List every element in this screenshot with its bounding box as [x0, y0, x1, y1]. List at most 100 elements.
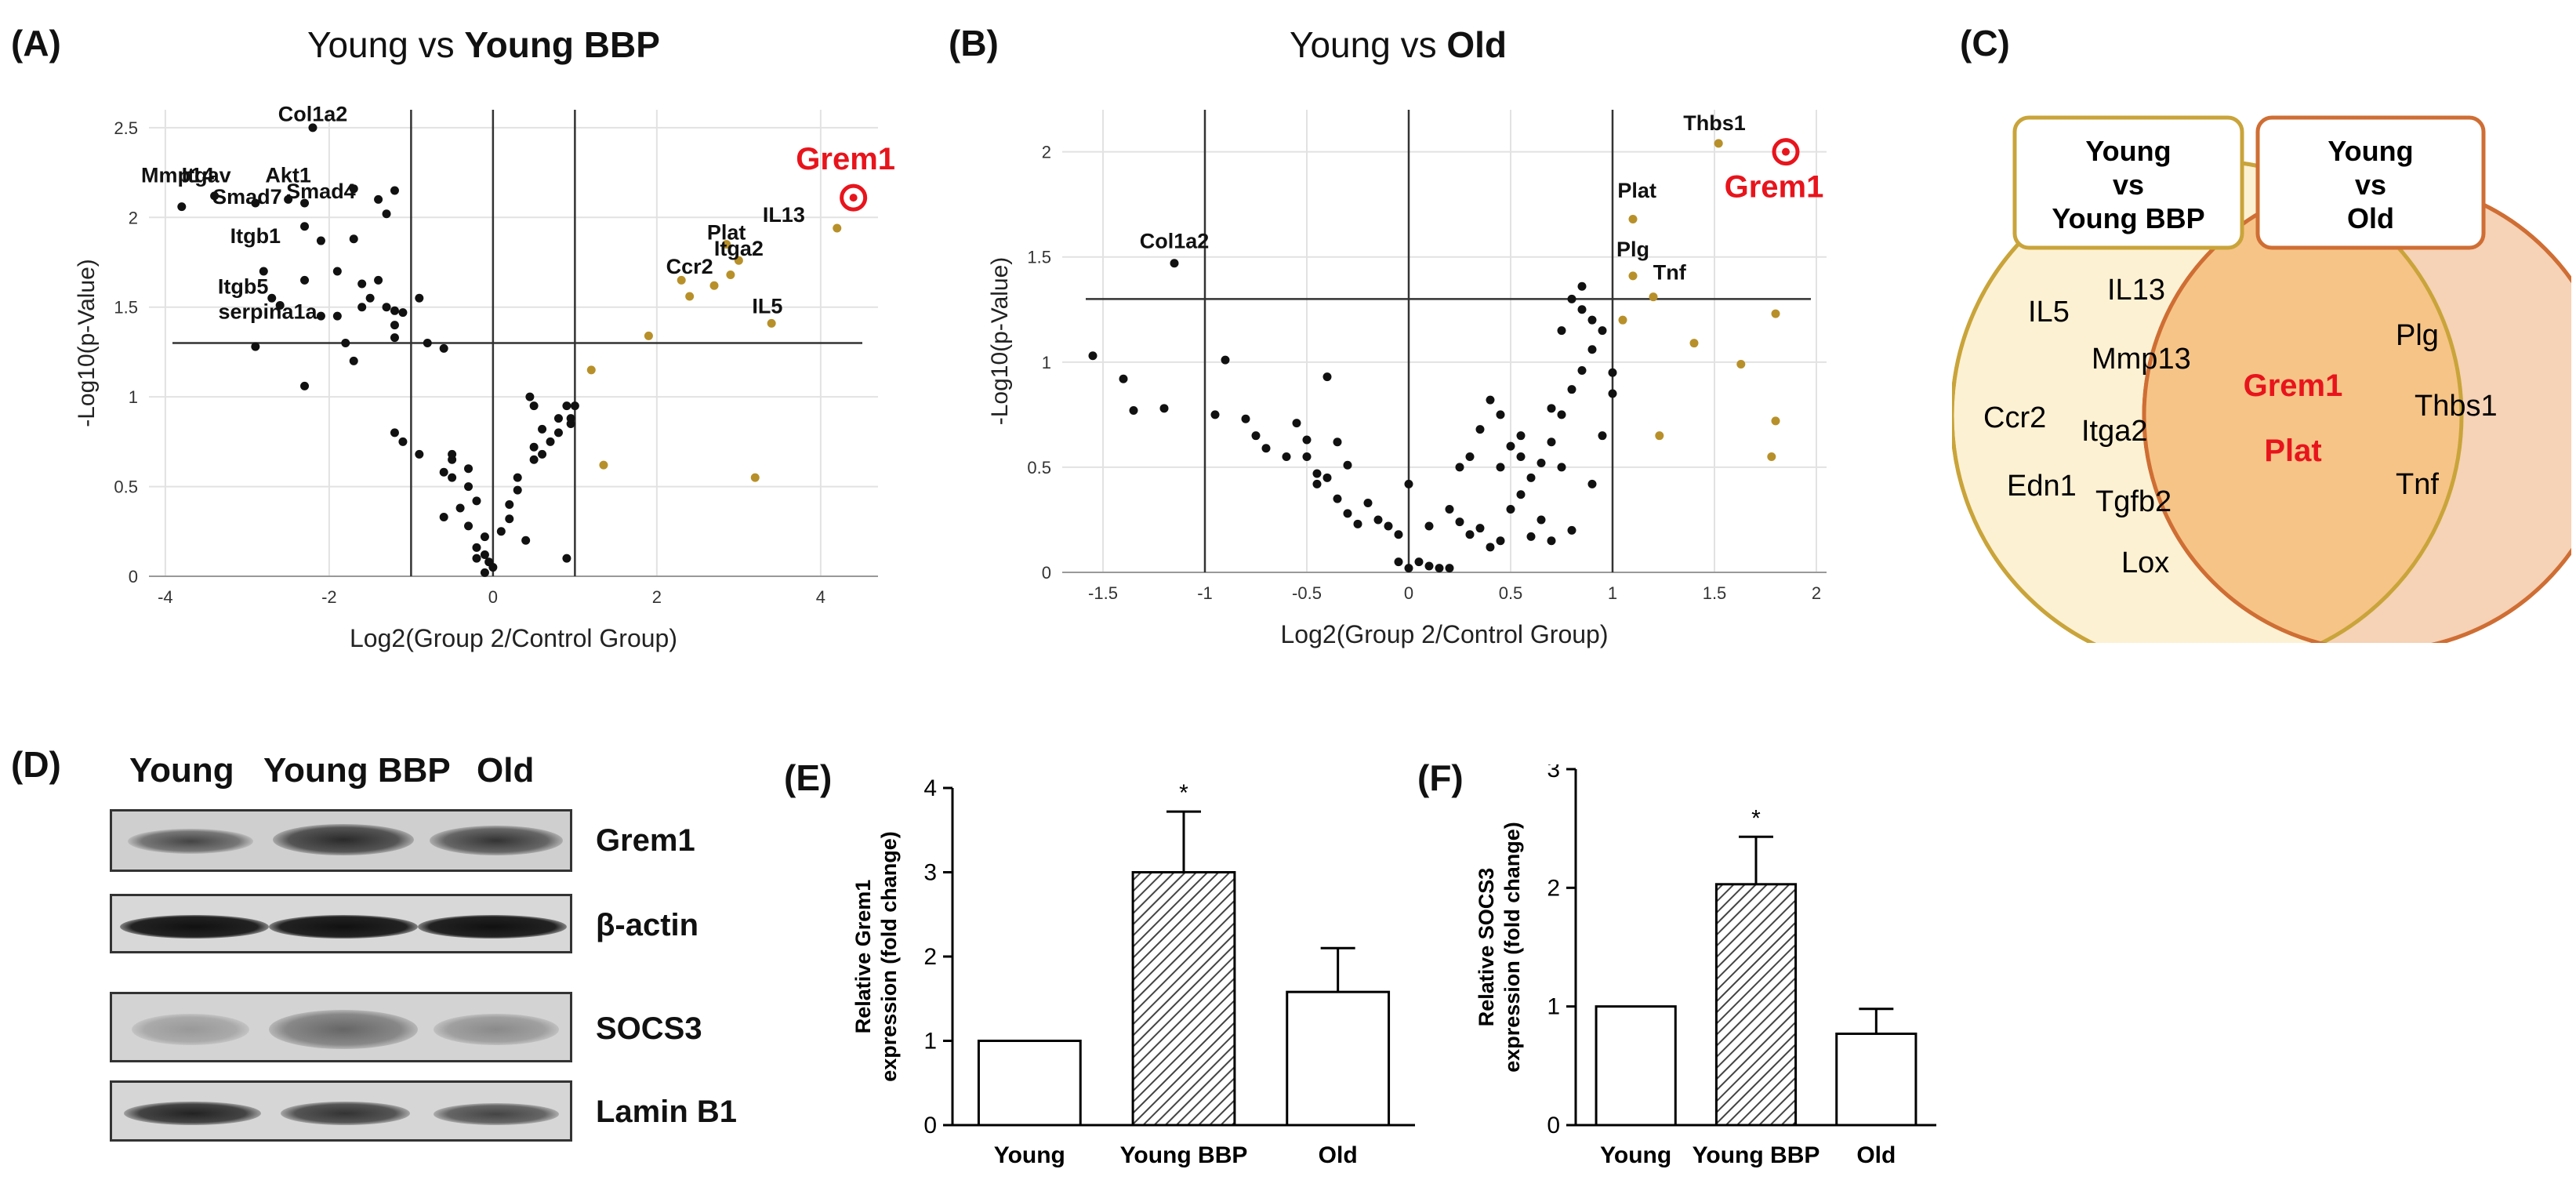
blot-column-young: Young: [129, 751, 234, 790]
data-point: [480, 532, 489, 542]
x-tick-label: 0: [488, 587, 498, 607]
data-point-significant: [833, 223, 842, 233]
x-tick-label: -2: [321, 587, 337, 607]
gene-label: Plat: [1617, 179, 1656, 202]
data-point: [439, 512, 448, 521]
bar: [1286, 990, 1391, 1127]
data-point-significant: [599, 460, 608, 470]
data-point: [349, 184, 358, 194]
data-point: [390, 428, 399, 438]
blot-socs3: [110, 992, 572, 1062]
data-point-significant: [1655, 431, 1664, 441]
data-point: [472, 543, 481, 552]
y-tick-label: 2: [1547, 875, 1560, 901]
data-point: [341, 339, 350, 347]
data-point: [251, 198, 260, 208]
data-point: [553, 428, 563, 438]
panel-c-label: (C): [1960, 23, 2010, 64]
data-point: [1608, 368, 1617, 377]
data-point: [1557, 463, 1566, 472]
data-point: [1465, 452, 1475, 461]
data-point: [1322, 372, 1332, 382]
data-point: [1312, 479, 1322, 488]
data-point: [374, 275, 383, 285]
x-tick-label: 4: [816, 587, 825, 607]
bar: [1595, 1005, 1677, 1127]
data-point: [316, 311, 325, 321]
bar-chart-f: 0 1 2 3 Relative SOCS3 expression (fold chang…: [1475, 764, 1936, 1168]
data-point: [275, 300, 285, 310]
gene-label: Smad4: [286, 180, 356, 203]
panel-a-title-bold: Young BBP: [464, 24, 660, 65]
data-point: [1516, 490, 1526, 499]
data-point: [1159, 404, 1169, 413]
significance-marker: *: [1751, 805, 1761, 831]
data-point-significant: [1689, 339, 1699, 348]
data-point: [1170, 259, 1179, 268]
x-tick-label: Young BBP: [1693, 1142, 1820, 1168]
data-point: [1424, 561, 1434, 571]
data-point: [1119, 374, 1128, 383]
highlight-point: [1782, 147, 1790, 156]
data-point: [357, 279, 367, 289]
venn-gene-thbs1: Thbs1: [2415, 390, 2498, 423]
data-point: [177, 202, 187, 212]
data-point: [332, 311, 342, 321]
data-point: [390, 186, 399, 195]
data-point: [1302, 452, 1312, 461]
data-point: [1587, 479, 1597, 488]
data-point: [1394, 530, 1403, 539]
data-point: [529, 442, 539, 452]
data-point: [1404, 564, 1413, 573]
data-point: [513, 485, 522, 495]
x-tick-label: Young BBP: [1120, 1142, 1248, 1168]
x-tick-label: 2: [652, 587, 662, 607]
x-tick-label: -0.5: [1292, 583, 1322, 603]
gene-label: Smad7: [212, 185, 282, 209]
y-tick-label: 0: [1547, 1113, 1560, 1138]
gene-label: Itgb1: [230, 224, 281, 248]
gene-label: Plat: [707, 221, 746, 245]
data-point: [1322, 473, 1332, 482]
x-tick-label: -1: [1197, 583, 1213, 603]
data-point-significant: [586, 365, 596, 375]
gene-label: IL13: [763, 203, 805, 227]
blot-column-old: Old: [477, 751, 535, 790]
y-tick-label: 3: [1547, 764, 1560, 782]
data-point: [1526, 532, 1536, 541]
data-point-significant: [1618, 315, 1627, 325]
data-point: [1496, 463, 1505, 472]
panel-a-title: Young vs Young BBP: [307, 24, 660, 66]
panel-a-title-prefix: Young vs: [307, 24, 465, 65]
data-point: [1567, 525, 1576, 535]
significance-marker: *: [1179, 780, 1188, 806]
data-point: [1506, 505, 1515, 514]
data-point: [496, 527, 506, 536]
data-point: [1486, 543, 1495, 552]
x-tick-label: Old: [1319, 1142, 1358, 1168]
data-point-significant: [644, 331, 653, 340]
data-point: [1567, 385, 1576, 394]
data-point: [357, 303, 367, 312]
y-tick-label: 1: [1547, 994, 1560, 1020]
data-point: [1567, 294, 1576, 303]
y-axis-label-line1: Relative Grem1: [851, 880, 875, 1034]
data-point: [1241, 414, 1250, 423]
data-point: [1475, 524, 1485, 533]
gene-label: Itga2: [714, 237, 764, 260]
data-point: [1496, 410, 1505, 419]
data-point: [284, 194, 293, 204]
y-axis-label: -Log10(p-Value): [987, 257, 1013, 426]
data-point-significant: [1628, 214, 1638, 223]
data-point: [1587, 345, 1597, 354]
data-point: [529, 455, 539, 464]
y-tick-label: 2.5: [114, 118, 138, 138]
blot-row-beta-actin: β-actin: [596, 908, 699, 942]
data-point: [472, 496, 481, 506]
data-point: [553, 414, 563, 423]
data-point: [1526, 473, 1536, 482]
data-point: [455, 503, 465, 513]
y-axis-label-line1: Relative SOCS3: [1475, 868, 1498, 1027]
venn-box-right-line2: vs: [2355, 169, 2386, 201]
data-point: [316, 236, 325, 245]
